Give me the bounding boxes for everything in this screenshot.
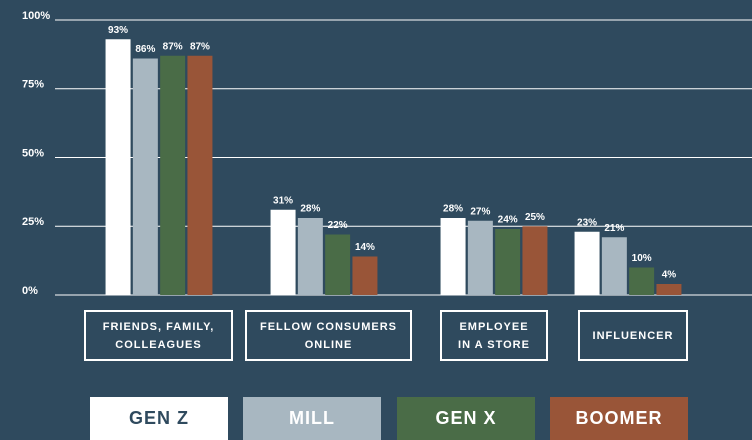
bar	[522, 226, 548, 295]
bar	[270, 209, 296, 295]
value-label: 31%	[273, 195, 293, 206]
bar	[132, 58, 158, 295]
bar	[629, 267, 655, 295]
y-tick-label: 50%	[22, 147, 44, 159]
bar	[325, 234, 351, 295]
bar	[495, 229, 521, 295]
value-label: 93%	[108, 25, 128, 36]
y-tick-label: 75%	[22, 79, 44, 91]
bar	[467, 220, 493, 295]
category-label: FELLOW CONSUMERS ONLINE	[245, 310, 412, 361]
bar	[601, 237, 627, 295]
category-label: INFLUENCER	[578, 310, 688, 361]
category-label: EMPLOYEE IN A STORE	[440, 310, 548, 361]
legend-item: GEN Z	[90, 397, 228, 440]
value-label: 27%	[470, 206, 490, 217]
value-label: 25%	[525, 212, 545, 223]
value-label: 24%	[498, 215, 518, 226]
value-label: 87%	[190, 41, 210, 52]
value-label: 14%	[355, 242, 375, 253]
value-label: 10%	[632, 253, 652, 264]
value-label: 28%	[300, 204, 320, 215]
legend-item: MILL	[243, 397, 381, 440]
legend-item: GEN X	[397, 397, 535, 440]
value-label: 23%	[577, 217, 597, 228]
value-label: 4%	[662, 270, 677, 281]
bar	[160, 55, 186, 295]
value-label: 21%	[604, 223, 624, 234]
legend-item: BOOMER	[550, 397, 688, 440]
value-label: 86%	[135, 44, 155, 55]
value-label: 22%	[328, 220, 348, 231]
bar	[440, 218, 466, 295]
bar	[297, 218, 323, 295]
bar	[187, 55, 213, 295]
bar	[656, 284, 682, 295]
y-tick-label: 25%	[22, 216, 44, 228]
y-tick-label: 100%	[22, 10, 50, 22]
y-tick-label: 0%	[22, 285, 38, 297]
bar	[352, 256, 378, 295]
bar	[105, 39, 131, 295]
value-label: 28%	[443, 204, 463, 215]
value-label: 87%	[163, 41, 183, 52]
bar	[574, 231, 600, 295]
category-label: FRIENDS, FAMILY, COLLEAGUES	[84, 310, 233, 361]
